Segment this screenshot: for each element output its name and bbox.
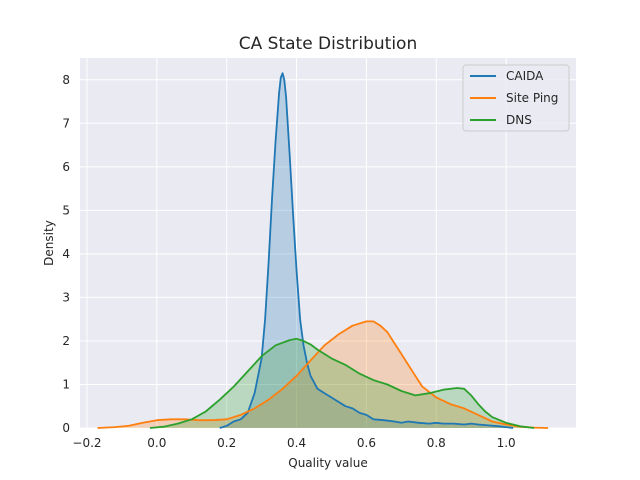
y-tick-label: 4 [62, 247, 70, 261]
y-tick-labels: 0 1 2 3 4 5 6 7 8 [62, 73, 70, 435]
y-tick-label: 0 [62, 421, 70, 435]
x-axis-label: Quality value [288, 456, 367, 470]
y-tick-label: 5 [62, 203, 70, 217]
x-tick-label: 0.4 [287, 436, 306, 450]
series-area-dns [149, 338, 535, 428]
y-tick-label: 6 [62, 160, 70, 174]
x-tick-label: 1.0 [497, 436, 516, 450]
legend-box [462, 64, 570, 132]
series-line-site-ping [97, 320, 549, 429]
series-line-dns [149, 337, 535, 429]
y-tick-label: 8 [62, 73, 70, 87]
x-tick-labels: −0.2 0.0 0.2 0.4 0.6 0.8 1.0 [72, 436, 515, 450]
legend-label: CAIDA [506, 69, 544, 83]
x-tick-label: 0.0 [147, 436, 166, 450]
series-lines [97, 72, 549, 429]
y-tick-label: 7 [62, 116, 70, 130]
x-tick-label: 0.2 [217, 436, 236, 450]
series-area-site-ping [97, 321, 549, 428]
y-tick-label: 2 [62, 334, 70, 348]
legend-label: DNS [506, 113, 532, 127]
legend: CAIDA Site Ping DNS [462, 64, 570, 132]
legend-label: Site Ping [506, 91, 558, 105]
x-tick-label: 0.8 [427, 436, 446, 450]
y-axis-label: Density [42, 220, 56, 266]
series-line-caida [219, 72, 514, 429]
grid [80, 58, 576, 429]
y-tick-label: 3 [62, 290, 70, 304]
y-tick-label: 1 [62, 377, 70, 391]
x-tick-label: −0.2 [72, 436, 101, 450]
chart-title: CA State Distribution [239, 34, 417, 54]
x-tick-label: 0.6 [357, 436, 376, 450]
